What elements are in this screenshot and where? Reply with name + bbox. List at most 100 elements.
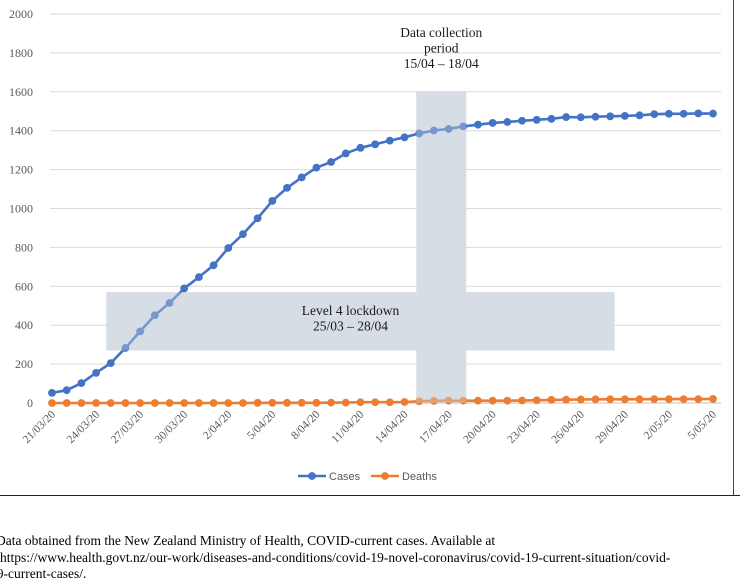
- series-line-cases: [51, 112, 714, 395]
- annotation-band-overlay-lockdown: [106, 292, 615, 351]
- annotation-label-lockdown: Level 4 lockdown: [302, 303, 400, 318]
- data-point-deaths: [415, 397, 424, 406]
- data-point-deaths: [312, 398, 321, 407]
- y-tick-label: 1800: [9, 46, 33, 60]
- series-cases: [48, 109, 717, 397]
- footnote-line-3: 19-current-cases/.: [0, 566, 87, 581]
- data-point-cases: [694, 109, 703, 118]
- footnote-line-2: https://www.health.govt.nz/our-work/dise…: [0, 549, 671, 565]
- data-point-cases: [239, 230, 247, 239]
- data-point-deaths: [92, 399, 100, 407]
- data-point-deaths: [165, 399, 174, 407]
- data-point-cases: [709, 109, 717, 118]
- data-point-deaths: [77, 399, 86, 407]
- data-point-cases: [518, 116, 526, 125]
- x-tick-label: 26/04/20: [550, 408, 588, 446]
- data-point-cases: [136, 327, 145, 336]
- data-point-deaths: [650, 395, 659, 404]
- data-point-deaths: [488, 396, 497, 405]
- data-point-deaths: [430, 396, 438, 405]
- data-point-cases: [356, 143, 365, 152]
- data-point-cases: [297, 173, 306, 182]
- data-point-cases: [121, 344, 130, 352]
- data-point-cases: [209, 261, 218, 270]
- data-point-cases: [679, 109, 688, 118]
- data-point-cases: [62, 386, 71, 395]
- divider: [0, 495, 740, 496]
- data-point-deaths: [106, 399, 115, 407]
- data-point-cases: [635, 111, 644, 120]
- legend-label: Cases: [329, 471, 361, 483]
- series-deaths: [48, 395, 717, 407]
- data-point-cases: [150, 311, 159, 320]
- data-point-cases: [488, 119, 497, 127]
- x-tick-label: 5/05/20: [686, 408, 720, 442]
- x-tick-label: 17/04/20: [417, 408, 455, 446]
- data-point-deaths: [253, 398, 262, 407]
- legend-swatch-marker: [381, 472, 389, 480]
- footnote: Data obtained from the New Zealand Minis…: [0, 533, 740, 583]
- data-point-deaths: [62, 399, 71, 407]
- x-tick-label: 23/04/20: [505, 408, 543, 446]
- annotation-label-data-collection: period: [424, 41, 459, 56]
- data-point-deaths: [150, 399, 159, 407]
- x-tick-label: 27/03/20: [109, 408, 147, 446]
- data-point-cases: [444, 125, 453, 133]
- data-point-deaths: [371, 398, 380, 407]
- data-point-cases: [48, 388, 56, 397]
- data-point-cases: [165, 299, 174, 307]
- data-point-deaths: [239, 399, 247, 407]
- data-point-deaths: [694, 395, 703, 404]
- data-point-cases: [268, 197, 277, 205]
- x-tick-label: 8/04/20: [289, 408, 323, 442]
- data-point-deaths: [356, 398, 365, 407]
- x-tick-label: 11/04/20: [329, 408, 366, 445]
- y-tick-label: 1200: [9, 163, 33, 177]
- annotation-band-lockdown: [106, 292, 615, 351]
- data-point-cases: [650, 110, 659, 119]
- data-point-deaths: [635, 395, 644, 404]
- data-point-deaths: [283, 398, 291, 407]
- x-tick-label: 20/04/20: [461, 408, 499, 446]
- data-point-deaths: [268, 398, 277, 407]
- data-point-deaths: [665, 395, 673, 404]
- data-point-cases: [106, 359, 115, 368]
- y-tick-label: 800: [15, 240, 33, 254]
- footnote-line-1: Data obtained from the New Zealand Minis…: [0, 533, 496, 548]
- data-point-cases: [224, 244, 233, 252]
- data-point-cases: [371, 140, 380, 149]
- y-tick-label: 0: [27, 396, 33, 410]
- data-point-cases: [77, 379, 86, 388]
- annotation-label-lockdown: 25/03 – 28/04: [313, 319, 388, 334]
- data-point-cases: [194, 273, 203, 282]
- data-point-deaths: [679, 395, 688, 404]
- data-point-deaths: [459, 396, 468, 405]
- y-tick-label: 2000: [9, 7, 33, 21]
- x-tick-label: 14/04/20: [373, 408, 411, 446]
- data-point-deaths: [606, 395, 615, 404]
- data-point-cases: [385, 136, 394, 145]
- y-tick-label: 400: [15, 318, 33, 332]
- data-point-cases: [400, 133, 409, 142]
- annotation-band-overlay-data-collection: [416, 91, 467, 404]
- line-chart: 0 200 400 600 800 1000 1200 1400 1600 1800 2000 21…: [9, 7, 721, 483]
- legend-item-cases: Cases: [298, 471, 361, 483]
- data-point-cases: [283, 183, 291, 192]
- data-point-cases: [503, 118, 512, 126]
- data-point-cases: [620, 112, 629, 120]
- data-point-deaths: [136, 399, 145, 407]
- data-point-deaths: [327, 398, 335, 407]
- data-point-cases: [591, 112, 600, 121]
- x-tick-label: 5/04/20: [245, 408, 279, 442]
- legend-label: Deaths: [402, 471, 437, 483]
- data-point-cases: [180, 284, 189, 293]
- x-tick-label: 2/04/20: [201, 408, 235, 442]
- x-tick-label: 2/05/20: [642, 408, 676, 442]
- x-tick-label: 29/04/20: [594, 408, 632, 446]
- series-line-deaths: [52, 397, 714, 405]
- x-tick-label: 21/03/20: [21, 408, 59, 446]
- data-point-cases: [415, 129, 424, 138]
- data-point-deaths: [180, 399, 189, 407]
- data-point-deaths: [224, 399, 233, 407]
- data-point-deaths: [444, 396, 453, 405]
